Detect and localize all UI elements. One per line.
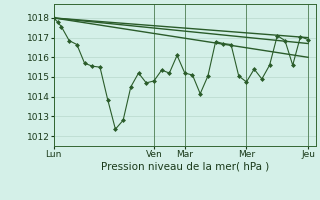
X-axis label: Pression niveau de la mer( hPa ): Pression niveau de la mer( hPa ) (101, 162, 269, 172)
